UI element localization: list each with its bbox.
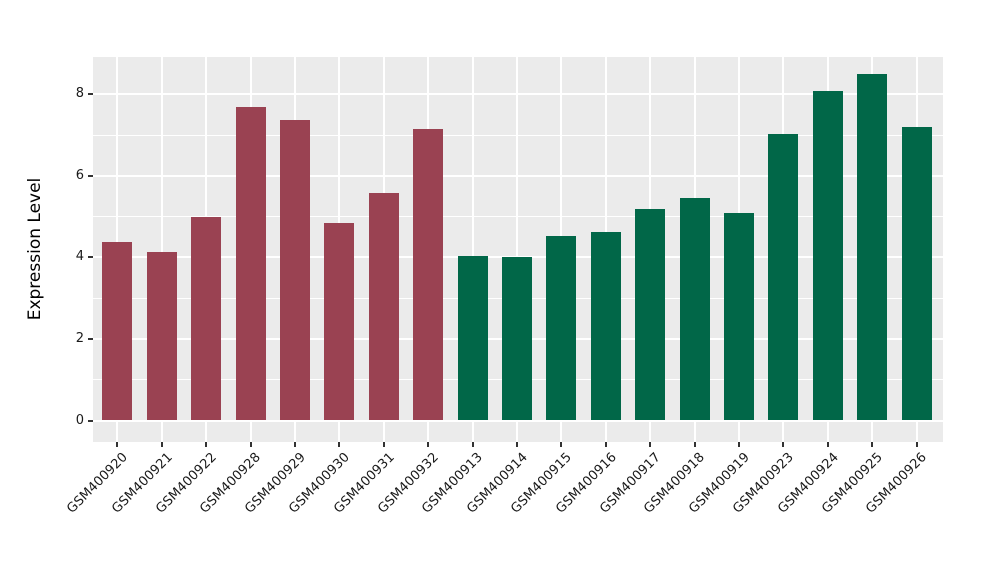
bar-GSM400913: [457, 255, 488, 421]
x-tick-mark: [338, 442, 341, 447]
bar-GSM400920: [102, 242, 133, 421]
bar-GSM400926: [901, 127, 932, 421]
major-gridline: [93, 93, 943, 96]
bar-GSM400929: [279, 119, 310, 421]
x-tick-mark: [737, 442, 740, 447]
y-tick-label-8: 8: [75, 86, 84, 102]
bar-GSM400915: [546, 235, 577, 421]
x-tick-mark: [560, 442, 563, 447]
bar-GSM400919: [723, 212, 754, 421]
bar-GSM400918: [679, 198, 710, 421]
major-gridline: [93, 419, 943, 422]
bar-GSM400922: [191, 217, 222, 421]
plot-panel: [93, 57, 943, 442]
y-tick-mark: [88, 337, 93, 340]
x-tick-mark: [693, 442, 696, 447]
major-gridline: [93, 174, 943, 177]
x-tick-mark: [782, 442, 785, 447]
minor-gridline: [93, 134, 943, 136]
bar-GSM400924: [812, 90, 843, 421]
minor-gridline: [93, 216, 943, 218]
x-tick-mark: [604, 442, 607, 447]
bar-GSM400914: [501, 256, 532, 421]
bar-GSM400925: [857, 73, 888, 421]
x-tick-mark: [382, 442, 385, 447]
x-tick-mark: [471, 442, 474, 447]
y-tick-mark: [88, 174, 93, 177]
bar-GSM400923: [768, 133, 799, 421]
x-tick-mark: [515, 442, 518, 447]
y-tick-label-2: 2: [75, 330, 84, 346]
bar-GSM400932: [413, 128, 444, 421]
y-tick-label-6: 6: [75, 167, 84, 183]
bar-GSM400921: [146, 252, 177, 421]
bar-GSM400930: [324, 222, 355, 421]
vertical-gridline: [160, 57, 163, 442]
bar-GSM400928: [235, 106, 266, 421]
x-tick-mark: [427, 442, 430, 447]
x-tick-mark: [249, 442, 252, 447]
y-tick-mark: [88, 419, 93, 422]
vertical-gridline: [471, 57, 474, 442]
x-tick-mark: [915, 442, 918, 447]
x-tick-mark: [649, 442, 652, 447]
bar-GSM400931: [368, 193, 399, 421]
x-tick-mark: [205, 442, 208, 447]
bar-GSM400916: [590, 231, 621, 421]
y-tick-label-0: 0: [75, 412, 84, 428]
y-tick-mark: [88, 256, 93, 259]
x-tick-mark: [871, 442, 874, 447]
x-tick-mark: [160, 442, 163, 447]
x-tick-mark: [293, 442, 296, 447]
x-tick-mark: [826, 442, 829, 447]
y-tick-label-4: 4: [75, 249, 84, 265]
y-axis-title: Expression Level: [25, 177, 45, 321]
y-tick-mark: [88, 93, 93, 96]
x-tick-mark: [116, 442, 119, 447]
vertical-gridline: [515, 57, 518, 442]
bar-GSM400917: [635, 208, 666, 421]
